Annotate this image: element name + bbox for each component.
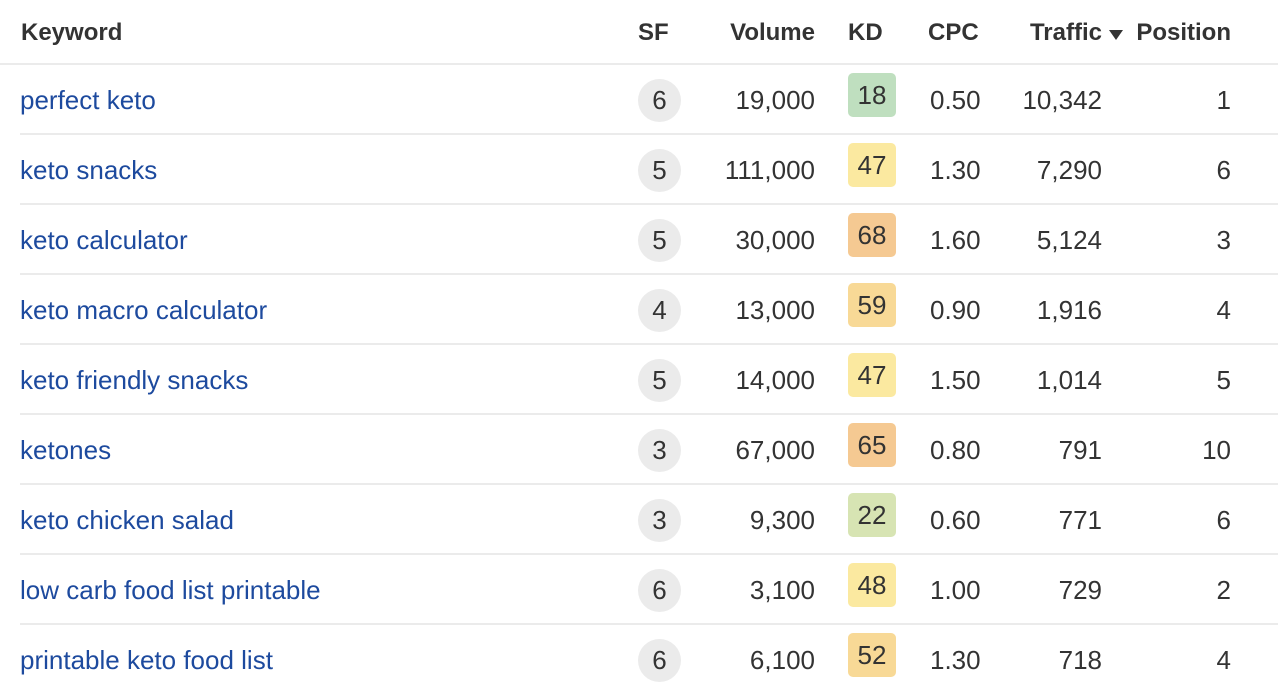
position-value: 10 <box>1202 435 1231 465</box>
kd-badge: 47 <box>848 143 896 187</box>
cpc-value: 0.50 <box>930 85 981 115</box>
keyword-link[interactable]: keto macro calculator <box>20 295 268 325</box>
table-row: perfect keto 6 19,000 18 0.50 10,342 1 <box>0 65 1278 135</box>
cpc-value: 1.30 <box>930 645 981 675</box>
position-value: 5 <box>1216 365 1231 395</box>
keyword-link[interactable]: low carb food list printable <box>20 575 321 605</box>
volume-value: 30,000 <box>735 225 815 255</box>
sort-desc-icon[interactable] <box>1109 30 1123 40</box>
column-header-traffic[interactable]: Traffic <box>1029 19 1102 46</box>
position-value: 4 <box>1216 645 1231 675</box>
serp-features-badge[interactable]: 5 <box>638 149 681 192</box>
cpc-value: 1.00 <box>930 575 981 605</box>
position-value: 6 <box>1216 155 1231 185</box>
cpc-value: 0.90 <box>930 295 981 325</box>
position-value: 4 <box>1216 295 1231 325</box>
serp-features-badge[interactable]: 5 <box>638 219 681 262</box>
kd-badge: 59 <box>848 283 896 327</box>
serp-features-badge[interactable]: 6 <box>638 639 681 682</box>
traffic-value: 5,124 <box>1036 225 1102 255</box>
column-header-kd[interactable]: KD <box>848 19 883 46</box>
cpc-value: 0.60 <box>930 505 981 535</box>
serp-features-badge[interactable]: 3 <box>638 499 681 542</box>
table-row: low carb food list printable 6 3,100 48 … <box>0 555 1278 625</box>
volume-value: 9,300 <box>749 505 815 535</box>
kd-badge: 65 <box>848 423 896 467</box>
table-header: Keyword SF Volume KD CPC Traffic Positio… <box>0 0 1278 65</box>
traffic-value: 771 <box>1058 505 1102 535</box>
table-row: keto snacks 5 111,000 47 1.30 7,290 6 <box>0 135 1278 205</box>
serp-features-badge[interactable]: 3 <box>638 429 681 472</box>
table-row: printable keto food list 6 6,100 52 1.30… <box>0 625 1278 692</box>
keyword-link[interactable]: keto snacks <box>20 155 158 185</box>
volume-value: 13,000 <box>735 295 815 325</box>
traffic-value: 10,342 <box>1022 85 1102 115</box>
keyword-link[interactable]: ketones <box>20 435 112 465</box>
keyword-link[interactable]: keto calculator <box>20 225 188 255</box>
column-header-sf[interactable]: SF <box>638 19 669 46</box>
serp-features-badge[interactable]: 6 <box>638 79 681 122</box>
volume-value: 14,000 <box>735 365 815 395</box>
table-row: keto friendly snacks 5 14,000 47 1.50 1,… <box>0 345 1278 415</box>
traffic-value: 1,916 <box>1036 295 1102 325</box>
column-header-volume[interactable]: Volume <box>730 19 815 46</box>
column-header-cpc[interactable]: CPC <box>928 19 979 46</box>
volume-value: 6,100 <box>749 645 815 675</box>
position-value: 1 <box>1216 85 1231 115</box>
serp-features-badge[interactable]: 6 <box>638 569 681 612</box>
traffic-value: 7,290 <box>1036 155 1102 185</box>
cpc-value: 0.80 <box>930 435 981 465</box>
column-header-position[interactable]: Position <box>1136 19 1231 46</box>
cpc-value: 1.50 <box>930 365 981 395</box>
cpc-value: 1.60 <box>930 225 981 255</box>
table-row: ketones 3 67,000 65 0.80 791 10 <box>0 415 1278 485</box>
position-value: 6 <box>1216 505 1231 535</box>
position-value: 3 <box>1216 225 1231 255</box>
volume-value: 67,000 <box>735 435 815 465</box>
column-header-keyword[interactable]: Keyword <box>21 19 123 46</box>
keyword-link[interactable]: keto friendly snacks <box>20 365 249 395</box>
kd-badge: 68 <box>848 213 896 257</box>
table-body: perfect keto 6 19,000 18 0.50 10,342 1 k… <box>0 65 1278 692</box>
traffic-value: 1,014 <box>1036 365 1102 395</box>
kd-badge: 52 <box>848 633 896 677</box>
volume-value: 19,000 <box>735 85 815 115</box>
keyword-link[interactable]: keto chicken salad <box>20 505 234 535</box>
kd-badge: 22 <box>848 493 896 537</box>
cpc-value: 1.30 <box>930 155 981 185</box>
keyword-link[interactable]: printable keto food list <box>20 645 273 675</box>
volume-value: 3,100 <box>749 575 815 605</box>
traffic-value: 718 <box>1058 645 1102 675</box>
volume-value: 111,000 <box>724 155 815 185</box>
kd-badge: 47 <box>848 353 896 397</box>
table-row: keto macro calculator 4 13,000 59 0.90 1… <box>0 275 1278 345</box>
kd-badge: 48 <box>848 563 896 607</box>
keyword-link[interactable]: perfect keto <box>20 85 156 115</box>
position-value: 2 <box>1216 575 1231 605</box>
kd-badge: 18 <box>848 73 896 117</box>
table-row: keto chicken salad 3 9,300 22 0.60 771 6 <box>0 485 1278 555</box>
traffic-value: 729 <box>1058 575 1102 605</box>
serp-features-badge[interactable]: 4 <box>638 289 681 332</box>
traffic-value: 791 <box>1058 435 1102 465</box>
table-row: keto calculator 5 30,000 68 1.60 5,124 3 <box>0 205 1278 275</box>
serp-features-badge[interactable]: 5 <box>638 359 681 402</box>
